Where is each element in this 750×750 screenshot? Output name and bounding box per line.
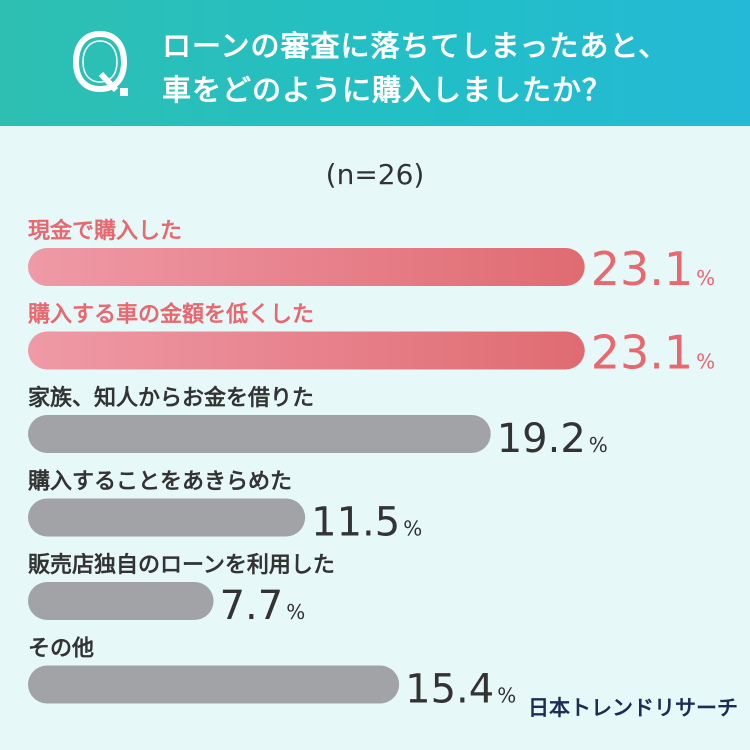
category-label: 家族、知人からお金を借りた (28, 385, 314, 411)
bar (28, 331, 585, 370)
value-label: 23.1% (591, 326, 715, 380)
category-label: 購入する車の金額を低くした (28, 302, 314, 328)
category-label: 販売店独自のローンを利用した (28, 552, 335, 578)
bar (28, 248, 585, 286)
category-label: 現金で購入した (28, 218, 182, 244)
question-line-1: ローンの審査に落ちてしまったあと、 (162, 29, 669, 63)
sample-size-label: (n=26) (325, 158, 425, 191)
value-label: 23.1% (591, 242, 715, 296)
value-label: 15.4% (405, 667, 516, 713)
category-label: 購入することをあきらめた (28, 470, 292, 495)
value-label: 11.5% (311, 500, 422, 546)
q-mark-icon (72, 30, 128, 96)
bar (28, 415, 491, 453)
brand-logo-text: 日本トレンドリサーチ (528, 696, 738, 720)
question-line-2: 車をどのように購入しましたか？ (162, 73, 613, 107)
bar (28, 498, 306, 537)
bar (28, 582, 214, 620)
category-label: その他 (28, 637, 94, 662)
question-text: ローンの審査に落ちてしまったあと、 車をどのように購入しましたか？ (162, 24, 722, 112)
question-header: ローンの審査に落ちてしまったあと、 車をどのように購入しましたか？ (0, 0, 750, 126)
value-label: 7.7% (220, 583, 306, 629)
value-label: 19.2% (497, 416, 608, 462)
bar (28, 665, 400, 704)
